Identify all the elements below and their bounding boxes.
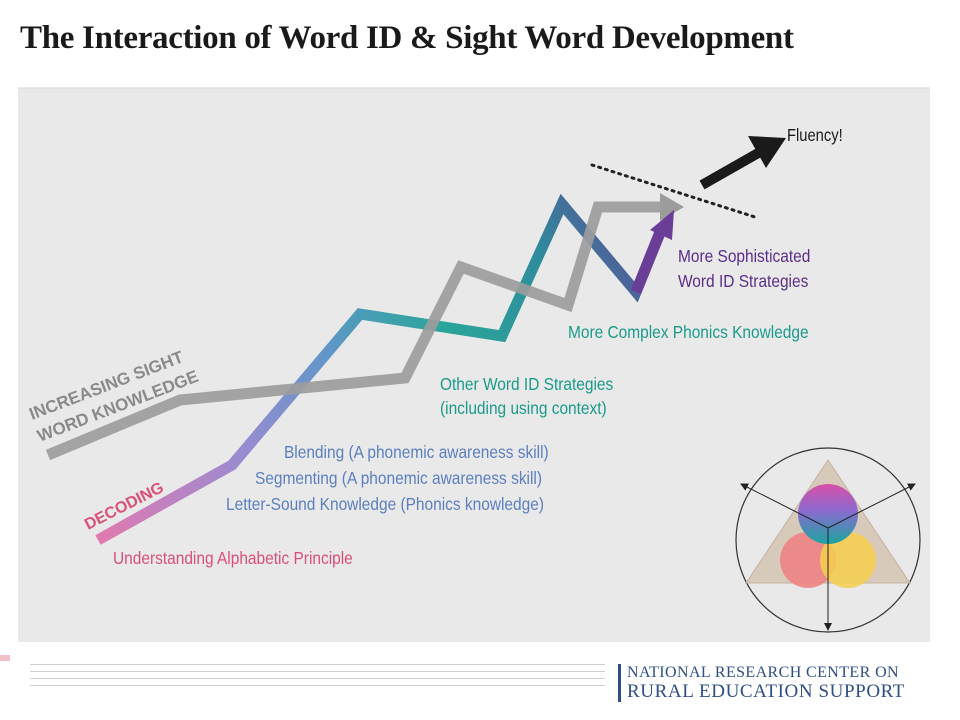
purple-arrowhead	[650, 210, 674, 240]
organization-logo: NATIONAL RESEARCH CENTER ON RURAL EDUCAT…	[618, 664, 905, 702]
org-name-line1: NATIONAL RESEARCH CENTER ON	[627, 664, 899, 681]
blending-label: Blending (A phonemic awareness skill)	[284, 442, 549, 462]
segmenting-label: Segmenting (A phonemic awareness skill)	[255, 468, 542, 488]
fluency-label: Fluency!	[787, 126, 843, 146]
emblem-arrow-right	[827, 483, 916, 529]
org-name-line2: RURAL EDUCATION SUPPORT	[627, 681, 905, 702]
sophisticated-label-line1: More Sophisticated	[678, 246, 810, 266]
emblem-gradient-circle	[798, 484, 858, 544]
sophisticated-label-line2: Word ID Strategies	[678, 271, 808, 291]
alphabetic-principle-label: Understanding Alphabetic Principle	[113, 548, 353, 568]
complex-phonics-label: More Complex Phonics Knowledge	[568, 322, 809, 342]
fluency-arrowhead	[748, 136, 786, 168]
other-strategies-label-line2: (including using context)	[440, 398, 607, 418]
emblem-arrow-left	[740, 483, 829, 529]
emblem-pink-circle	[780, 532, 836, 588]
slide-title: The Interaction of Word ID & Sight Word …	[20, 20, 794, 56]
letter-sound-label: Letter-Sound Knowledge (Phonics knowledg…	[226, 494, 544, 514]
sight-word-arrowhead	[660, 193, 684, 221]
other-strategies-label-line1: Other Word ID Strategies	[440, 374, 613, 394]
emblem-yellow-circle	[820, 532, 876, 588]
fluency-arrow-shaft	[699, 147, 763, 190]
fluency-threshold-dotted-line	[590, 163, 760, 220]
sight-word-path	[45, 201, 662, 461]
footer-accent-tab	[0, 655, 10, 661]
footer-rule-lines	[30, 664, 605, 692]
emblem-outer-circle	[735, 447, 921, 633]
purple-arrow-shaft	[630, 229, 666, 295]
integration-emblem	[735, 447, 921, 633]
